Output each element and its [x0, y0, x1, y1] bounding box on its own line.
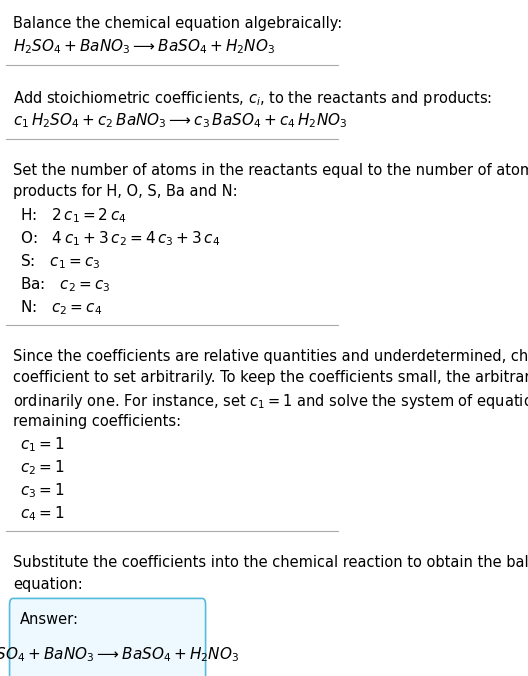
Text: $c_3 = 1$: $c_3 = 1$ — [20, 481, 64, 500]
Text: $\text{Ba:} \quad c_2 = c_3$: $\text{Ba:} \quad c_2 = c_3$ — [20, 275, 110, 294]
FancyBboxPatch shape — [10, 598, 205, 676]
Text: $H_2SO_4 + BaNO_3 \longrightarrow BaSO_4 + H_2NO_3$: $H_2SO_4 + BaNO_3 \longrightarrow BaSO_4… — [13, 38, 275, 56]
Text: products for H, O, S, Ba and N:: products for H, O, S, Ba and N: — [13, 185, 238, 199]
Text: $\text{H:} \quad 2\,c_1 = 2\,c_4$: $\text{H:} \quad 2\,c_1 = 2\,c_4$ — [20, 206, 126, 225]
Text: $c_1 = 1$: $c_1 = 1$ — [20, 435, 64, 454]
Text: $c_4 = 1$: $c_4 = 1$ — [20, 504, 64, 523]
Text: Since the coefficients are relative quantities and underdetermined, choose a: Since the coefficients are relative quan… — [13, 349, 528, 364]
Text: ordinarily one. For instance, set $c_1 = 1$ and solve the system of equations fo: ordinarily one. For instance, set $c_1 =… — [13, 392, 528, 411]
Text: $\text{N:} \quad c_2 = c_4$: $\text{N:} \quad c_2 = c_4$ — [20, 298, 102, 317]
Text: coefficient to set arbitrarily. To keep the coefficients small, the arbitrary va: coefficient to set arbitrarily. To keep … — [13, 370, 528, 385]
Text: $c_1\, H_2SO_4 + c_2\, BaNO_3 \longrightarrow c_3\, BaSO_4 + c_4\, H_2NO_3$: $c_1\, H_2SO_4 + c_2\, BaNO_3 \longright… — [13, 111, 347, 130]
Text: Balance the chemical equation algebraically:: Balance the chemical equation algebraica… — [13, 16, 342, 31]
Text: equation:: equation: — [13, 577, 82, 592]
Text: remaining coefficients:: remaining coefficients: — [13, 414, 181, 429]
Text: Set the number of atoms in the reactants equal to the number of atoms in the: Set the number of atoms in the reactants… — [13, 163, 528, 178]
Text: Answer:: Answer: — [20, 612, 79, 627]
Text: $\text{S:} \quad c_1 = c_3$: $\text{S:} \quad c_1 = c_3$ — [20, 252, 100, 271]
Text: Substitute the coefficients into the chemical reaction to obtain the balanced: Substitute the coefficients into the che… — [13, 555, 528, 570]
Text: $\text{O:} \quad 4\,c_1 + 3\,c_2 = 4\,c_3 + 3\,c_4$: $\text{O:} \quad 4\,c_1 + 3\,c_2 = 4\,c_… — [20, 229, 220, 248]
Text: Add stoichiometric coefficients, $c_i$, to the reactants and products:: Add stoichiometric coefficients, $c_i$, … — [13, 89, 492, 108]
Text: $H_2SO_4 + BaNO_3 \longrightarrow BaSO_4 + H_2NO_3$: $H_2SO_4 + BaNO_3 \longrightarrow BaSO_4… — [0, 646, 239, 664]
Text: $c_2 = 1$: $c_2 = 1$ — [20, 458, 64, 477]
